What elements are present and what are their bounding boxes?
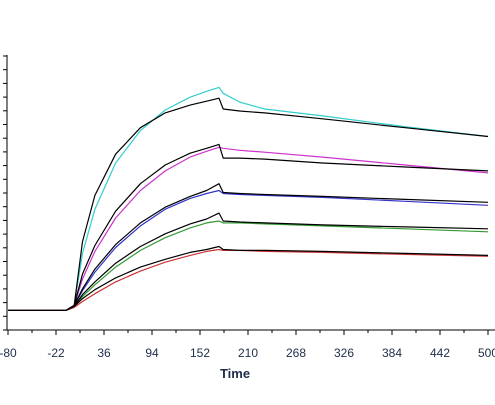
series-line-2	[8, 97, 489, 311]
x-tick-label: 268	[286, 346, 306, 360]
x-tick-label: 94	[145, 346, 159, 360]
series-line-6	[8, 183, 489, 311]
x-tick-label: 152	[190, 346, 210, 360]
series-line-1	[8, 86, 489, 311]
x-tick-label: 384	[382, 346, 402, 360]
series-line-10	[8, 245, 489, 311]
x-tick-label: 36	[97, 346, 111, 360]
y-axis-ticks	[3, 55, 7, 331]
x-tick-label: 500	[478, 346, 495, 360]
x-tick-label: 442	[430, 346, 450, 360]
x-tick-label: 326	[334, 346, 354, 360]
x-axis-ticks: -80 -22 36 94 152 210 268 326 384 442 500	[0, 330, 495, 360]
series-layer	[8, 86, 489, 311]
x-tick-label: -22	[47, 346, 65, 360]
x-axis-title: Time	[220, 366, 250, 381]
x-tick-label: 210	[238, 346, 258, 360]
x-tick-label: -80	[0, 346, 17, 360]
